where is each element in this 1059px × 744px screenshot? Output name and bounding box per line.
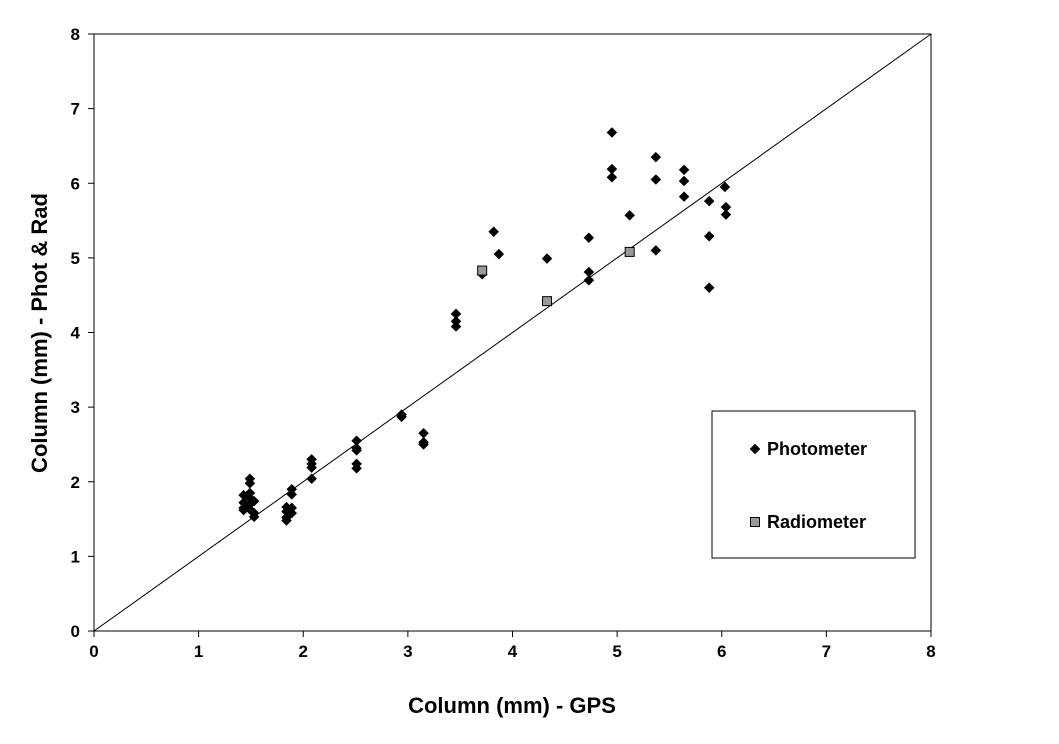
photometer-point [678, 191, 690, 203]
x-tick-label: 7 [822, 642, 831, 661]
x-axis: 0 1 2 3 4 5 6 7 8 [89, 631, 936, 661]
y-tick-label: 3 [71, 398, 80, 417]
y-tick-label: 4 [71, 324, 81, 343]
series-photometer [238, 127, 732, 526]
photometer-point [678, 164, 690, 176]
photometer-point [541, 253, 553, 264]
photometer-point [703, 195, 715, 207]
x-tick-label: 2 [299, 642, 308, 661]
photometer-point [606, 171, 618, 183]
photometer-point [286, 489, 298, 500]
series-radiometer [477, 246, 635, 307]
y-tick-label: 1 [71, 547, 80, 566]
one-to-one-reference-line [93, 33, 932, 632]
radiometer-point [477, 265, 488, 276]
plot-area [93, 33, 932, 632]
legend: Photometer Radiometer [711, 410, 916, 559]
y-tick-label: 6 [71, 174, 80, 193]
photometer-point [244, 504, 256, 515]
x-tick-label: 5 [612, 642, 621, 661]
x-tick-label: 3 [403, 642, 412, 661]
photometer-point [488, 226, 500, 238]
photometer-point [720, 209, 732, 220]
photometer-point [286, 507, 298, 519]
x-axis-title: Column (mm) - GPS [408, 693, 616, 718]
photometer-point [650, 245, 662, 256]
radiometer-point [542, 296, 553, 307]
x-tick-label: 6 [717, 642, 726, 661]
legend-box [711, 410, 916, 559]
photometer-point [606, 127, 618, 138]
photometer-point [450, 321, 462, 332]
photometer-point [703, 230, 715, 242]
photometer-point [351, 445, 362, 456]
y-tick-label: 8 [71, 25, 80, 44]
legend-radiometer-marker [750, 517, 760, 527]
photometer-point [493, 248, 505, 260]
y-tick-label: 5 [71, 249, 80, 268]
photometer-point [583, 274, 595, 286]
x-tick-label: 8 [926, 642, 935, 661]
photometer-point [678, 175, 690, 187]
photometer-point [650, 151, 662, 163]
photometer-point [281, 515, 292, 526]
photometer-point [306, 462, 317, 473]
photometer-point [583, 232, 595, 244]
y-tick-label: 2 [71, 473, 80, 492]
photometer-point [351, 462, 362, 474]
x-tick-label: 4 [508, 642, 518, 661]
y-axis: 0 1 2 3 4 5 6 7 8 [71, 25, 94, 641]
photometer-point [418, 439, 429, 450]
legend-items: Photometer Radiometer [749, 439, 867, 532]
data-points [238, 127, 732, 526]
x-tick-label: 1 [194, 642, 203, 661]
radiometer-point [624, 246, 635, 257]
legend-photometer-marker [749, 443, 761, 455]
photometer-point [248, 495, 260, 507]
photometer-point [248, 511, 260, 523]
photometer-point [396, 411, 407, 423]
legend-item-radiometer: Radiometer [750, 512, 866, 532]
photometer-point [624, 209, 636, 221]
legend-item-photometer: Photometer [749, 439, 867, 459]
y-axis-title: Column (mm) - Phot & Rad [27, 193, 52, 473]
legend-label: Photometer [767, 439, 867, 459]
photometer-point [306, 473, 317, 485]
photometer-point [650, 174, 662, 185]
photometer-point [703, 282, 715, 294]
y-tick-label: 0 [71, 622, 80, 641]
x-tick-label: 0 [89, 642, 98, 661]
legend-label: Radiometer [767, 512, 866, 532]
photometer-point [719, 181, 731, 193]
y-tick-label: 7 [71, 100, 80, 119]
